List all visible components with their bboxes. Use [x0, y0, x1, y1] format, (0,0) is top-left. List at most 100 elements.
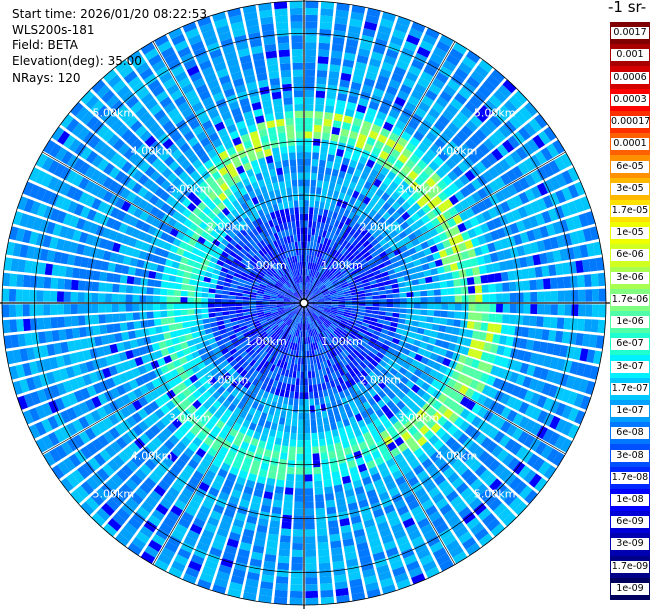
- range-gate: [57, 130, 70, 145]
- range-gate: [341, 374, 349, 383]
- range-gate: [333, 113, 344, 122]
- range-gate: [321, 410, 328, 419]
- range-gate: [413, 368, 423, 378]
- range-gate: [223, 117, 235, 128]
- range-gate: [331, 401, 338, 409]
- range-gate: [222, 286, 231, 291]
- range-gate: [293, 293, 299, 299]
- range-gate: [500, 357, 510, 368]
- range-gate: [504, 438, 517, 452]
- range-gate: [263, 353, 271, 361]
- range-gate: [297, 283, 301, 290]
- range-gate: [312, 152, 320, 160]
- range-gate: [341, 121, 352, 131]
- range-gate: [288, 370, 293, 378]
- range-gate: [316, 514, 326, 523]
- range-gate: [154, 350, 163, 359]
- range-gate: [299, 282, 302, 290]
- range-gate: [202, 318, 210, 324]
- range-gate: [323, 252, 329, 261]
- range-gate: [289, 207, 295, 215]
- range-gate: [305, 316, 308, 324]
- range-gate: [347, 431, 355, 440]
- range-gate: [389, 342, 398, 350]
- range-gate: [276, 569, 289, 578]
- range-gate: [175, 276, 183, 284]
- range-gate: [362, 568, 376, 578]
- range-gate: [201, 313, 209, 319]
- range-gate: [164, 541, 179, 554]
- range-gate: [280, 313, 287, 318]
- range-gate: [328, 71, 340, 80]
- range-gate: [128, 358, 138, 369]
- range-gate: [543, 355, 553, 368]
- range-gate: [269, 297, 277, 300]
- range-gate: [304, 172, 311, 180]
- range-gate: [105, 303, 112, 313]
- range-gate: [387, 441, 397, 452]
- range-gate: [331, 349, 338, 357]
- range-gate: [236, 289, 244, 293]
- range-gate: [273, 493, 283, 501]
- range-gate: [349, 437, 358, 447]
- range-gate: [182, 573, 197, 585]
- range-gate: [319, 201, 325, 209]
- range-gate: [490, 523, 505, 537]
- range-gate: [246, 336, 254, 344]
- range-gate: [344, 307, 352, 311]
- range-gate: [324, 486, 334, 494]
- range-gate: [438, 325, 447, 333]
- range-gate: [116, 342, 125, 352]
- range-gate: [435, 522, 449, 535]
- range-gate: [337, 142, 346, 151]
- range-gate: [549, 415, 561, 430]
- range-gate: [127, 391, 138, 402]
- range-gate: [398, 53, 412, 65]
- range-gate: [247, 275, 255, 281]
- range-gate: [221, 348, 229, 355]
- range-gate: [251, 137, 261, 147]
- range-gate: [226, 254, 235, 262]
- range-gate: [513, 360, 523, 372]
- range-gate: [318, 548, 330, 557]
- range-gate: [236, 476, 246, 486]
- range-gate: [299, 200, 304, 207]
- range-gate: [256, 217, 264, 226]
- range-gate: [182, 388, 192, 398]
- range-gate: [263, 294, 271, 298]
- range-gate: [140, 551, 156, 564]
- range-gate: [573, 393, 585, 408]
- range-gate: [265, 286, 273, 291]
- range-gate: [352, 383, 360, 392]
- range-gate: [326, 336, 333, 344]
- range-gate: [160, 310, 168, 318]
- range-gate: [263, 274, 271, 281]
- range-gate: [208, 308, 216, 313]
- range-gate: [507, 325, 516, 336]
- range-gate: [327, 388, 334, 396]
- range-gate: [132, 511, 146, 525]
- range-gate: [194, 297, 202, 303]
- range-gate: [255, 150, 265, 160]
- range-gate: [474, 312, 483, 321]
- range-gate: [177, 413, 187, 424]
- range-gate: [210, 85, 222, 96]
- range-gate: [219, 182, 229, 192]
- range-gate: [496, 367, 506, 379]
- range-gate: [135, 531, 150, 544]
- range-gate: [98, 314, 106, 324]
- range-gate: [263, 325, 271, 332]
- range-gate: [252, 220, 259, 228]
- range-gate: [165, 400, 176, 411]
- range-gate: [92, 382, 103, 395]
- range-gate: [122, 213, 133, 224]
- range-gate: [85, 95, 100, 110]
- range-gate: [288, 280, 293, 287]
- range-gate: [328, 526, 340, 535]
- range-gate: [156, 432, 168, 444]
- range-gate: [302, 309, 304, 317]
- range-gate: [363, 453, 374, 463]
- range-gate: [219, 414, 229, 424]
- range-gate: [524, 404, 536, 418]
- range-gate: [319, 445, 327, 454]
